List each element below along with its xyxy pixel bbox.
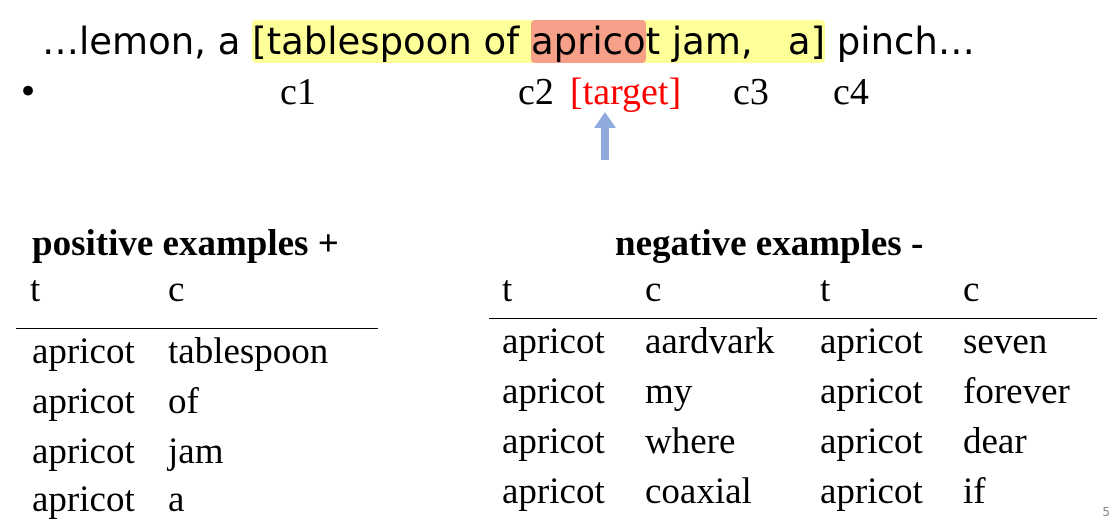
target-word-highlight: aprico xyxy=(530,20,646,63)
positive-row-1-t: apricot xyxy=(32,331,135,372)
negative-header-c2: c xyxy=(963,269,980,310)
label-c4: c4 xyxy=(833,71,869,113)
label-c1: c1 xyxy=(280,71,316,113)
up-arrow-icon xyxy=(594,112,616,160)
positive-row-3-c: jam xyxy=(168,431,224,472)
negative-row-3-t1: apricot xyxy=(502,421,605,462)
negative-examples-title: negative examples - xyxy=(615,223,924,264)
page-number: 5 xyxy=(1102,505,1110,519)
positive-header-c: c xyxy=(168,269,185,310)
positive-row-4-c: a xyxy=(168,479,185,520)
positive-examples-title: positive examples + xyxy=(32,223,339,264)
negative-row-1-t2: apricot xyxy=(820,321,923,362)
context-close: jam, a] xyxy=(660,20,826,63)
positive-row-3-t: apricot xyxy=(32,431,135,472)
negative-row-2-c1: my xyxy=(645,371,693,412)
target-tail: t xyxy=(645,20,661,63)
label-c3: c3 xyxy=(733,71,769,113)
negative-row-4-t2: apricot xyxy=(820,471,923,512)
positive-table-rule xyxy=(16,328,378,329)
negative-row-4-c2: if xyxy=(963,471,986,512)
positive-row-1-c: tablespoon xyxy=(168,331,329,372)
positive-header-t: t xyxy=(30,269,41,310)
negative-header-t1: t xyxy=(502,269,513,310)
negative-row-2-t1: apricot xyxy=(502,371,605,412)
negative-row-1-t1: apricot xyxy=(502,321,605,362)
label-target: [target] xyxy=(570,71,682,113)
sentence-suffix: pinch… xyxy=(825,20,975,63)
sentence-prefix: …lemon, a xyxy=(42,20,253,63)
negative-row-4-t1: apricot xyxy=(502,471,605,512)
negative-header-t2: t xyxy=(820,269,831,310)
negative-row-2-t2: apricot xyxy=(820,371,923,412)
negative-row-1-c2: seven xyxy=(963,321,1048,362)
label-c2: c2 xyxy=(518,71,554,113)
negative-row-3-c2: dear xyxy=(963,421,1027,462)
context-window-highlight: [tablespoon of apricot jam, a] xyxy=(252,20,826,63)
negative-row-3-t2: apricot xyxy=(820,421,923,462)
negative-row-4-c1: coaxial xyxy=(645,471,752,512)
bullet-point: • xyxy=(18,72,39,112)
positive-row-2-t: apricot xyxy=(32,381,135,422)
negative-row-1-c1: aardvark xyxy=(645,321,775,362)
example-sentence: …lemon, a [tablespoon of apricot jam, a]… xyxy=(42,12,975,72)
negative-row-2-c2: forever xyxy=(963,371,1070,412)
positive-row-4-t: apricot xyxy=(32,479,135,520)
positive-row-2-c: of xyxy=(168,381,199,422)
negative-header-c1: c xyxy=(645,269,662,310)
negative-table-rule xyxy=(489,318,1097,319)
context-open: [tablespoon of xyxy=(252,20,531,63)
negative-row-3-c1: where xyxy=(645,421,736,462)
